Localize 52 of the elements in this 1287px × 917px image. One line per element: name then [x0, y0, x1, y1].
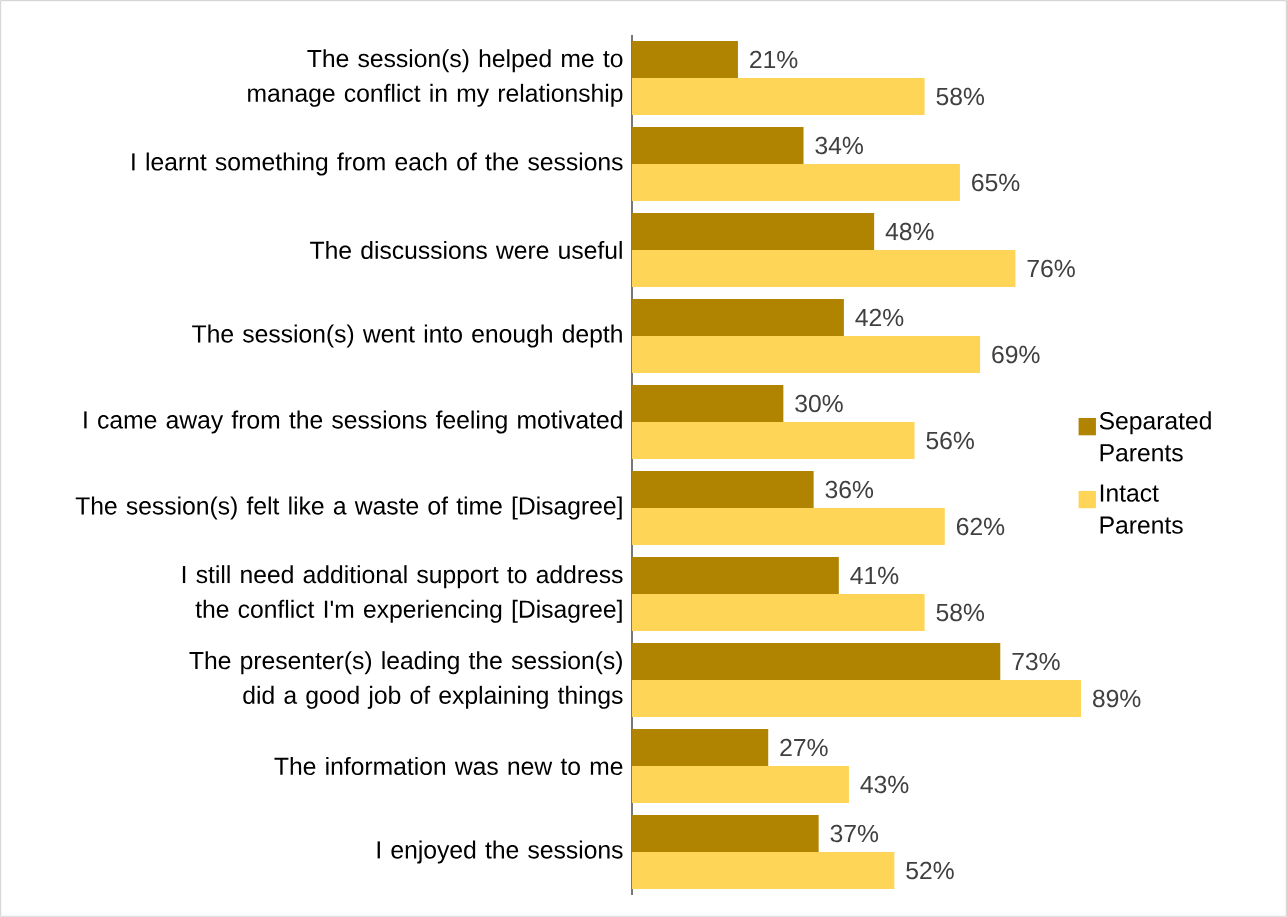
legend-label: Intact Parents [1100, 484, 1183, 534]
data-label: 56% [926, 431, 974, 450]
data-label: 89% [1092, 689, 1141, 708]
bar [632, 213, 875, 250]
bar [632, 299, 844, 336]
data-label: 62% [956, 517, 1005, 536]
data-label: 36% [825, 480, 874, 499]
bar [632, 41, 738, 78]
data-label: 34% [815, 136, 863, 155]
bar [632, 422, 915, 459]
data-label: 41% [850, 566, 899, 585]
bar [632, 508, 945, 545]
legend-label: Separated Parents [1099, 411, 1211, 462]
bar [632, 385, 784, 422]
data-label: 30% [795, 394, 843, 413]
data-label: 43% [860, 775, 909, 794]
y-tick-label: The presenter(s) leading the session(s) did a good job of explaining things [189, 651, 623, 709]
data-label: 37% [830, 824, 879, 843]
bar [632, 680, 1081, 717]
y-tick-label: I still need additional support to address the conflict I'm experiencing [Disagree] [182, 565, 623, 623]
data-label: 58% [936, 603, 985, 622]
y-tick-label: The session(s) felt like a waste of time [Disagree] [75, 496, 622, 520]
y-tick-label: The session(s) helped me to manage conflict in my relationship [248, 49, 623, 107]
data-label: 69% [992, 345, 1040, 364]
bar [632, 77, 925, 115]
bar [632, 766, 849, 803]
y-tick-label: The information was new to me [274, 756, 623, 776]
data-label: 58% [936, 87, 985, 106]
bar [632, 471, 814, 508]
bar [632, 852, 895, 889]
bar [632, 643, 1001, 680]
bar [632, 594, 925, 631]
data-label: 65% [972, 173, 1020, 192]
y-tick-label: I learnt something from each of the sessions [132, 152, 623, 176]
bar [632, 127, 804, 164]
y-tick-label: The session(s) went into enough depth [192, 324, 622, 348]
data-label: 48% [885, 222, 934, 241]
bar [632, 336, 981, 373]
data-label: 76% [1027, 259, 1075, 278]
bar [632, 250, 1016, 287]
bar [632, 729, 769, 767]
bar [632, 815, 819, 853]
y-tick-label: I enjoyed the sessions [377, 840, 623, 864]
data-label: 27% [780, 738, 828, 757]
data-label: 42% [855, 308, 904, 327]
bar [632, 557, 839, 595]
y-tick-label: I came away from the sessions feeling motivated [84, 410, 622, 434]
data-label: 52% [906, 861, 954, 880]
data-label: 73% [1012, 652, 1060, 671]
bar [632, 164, 960, 201]
y-tick-label: The discussions were useful [310, 240, 622, 260]
data-label: 21% [750, 50, 798, 69]
